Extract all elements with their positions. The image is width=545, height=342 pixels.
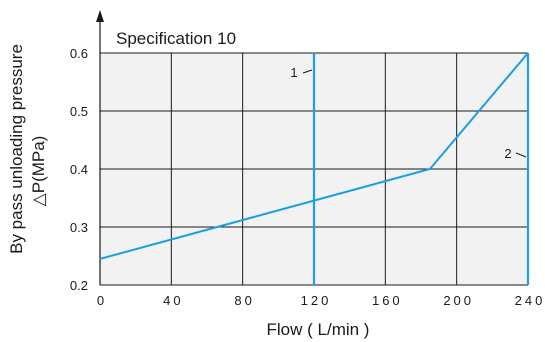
x-tick-label: 40	[163, 293, 183, 308]
y-axis-title: By pass unloading pressure	[7, 44, 26, 254]
x-tick-label: 80	[234, 293, 254, 308]
reference-lines: 12	[290, 53, 530, 285]
reference-line-leader	[302, 69, 313, 74]
series-group	[99, 52, 529, 260]
x-tick-label: 160	[372, 293, 403, 308]
chart-title: Specification 10	[116, 29, 236, 48]
y-axis-unit-title: △P(MPa)	[29, 136, 48, 207]
x-axis-title: Flow ( L/min )	[267, 320, 370, 339]
y-tick-label: 0.6	[70, 46, 88, 61]
x-tick-label: 120	[301, 293, 332, 308]
reference-line-label: 1	[290, 65, 297, 80]
x-tick-label: 200	[443, 293, 474, 308]
y-axis	[96, 10, 104, 285]
series-line-0	[99, 52, 529, 260]
x-tick-labels: 0 40 80 120 160 200 240	[97, 293, 545, 308]
x-tick-label: 0	[97, 293, 107, 308]
x-tick-label: 240	[515, 293, 545, 308]
reference-line-leader	[515, 152, 527, 158]
y-tick-label: 0.2	[70, 278, 88, 293]
y-tick-label: 0.3	[70, 220, 88, 235]
y-tick-labels: 0.2 0.3 0.4 0.5 0.6	[70, 46, 88, 293]
y-tick-label: 0.5	[70, 104, 88, 119]
y-tick-label: 0.4	[70, 162, 88, 177]
y-axis-arrow-icon	[96, 10, 104, 22]
reference-line-label: 2	[504, 146, 511, 161]
